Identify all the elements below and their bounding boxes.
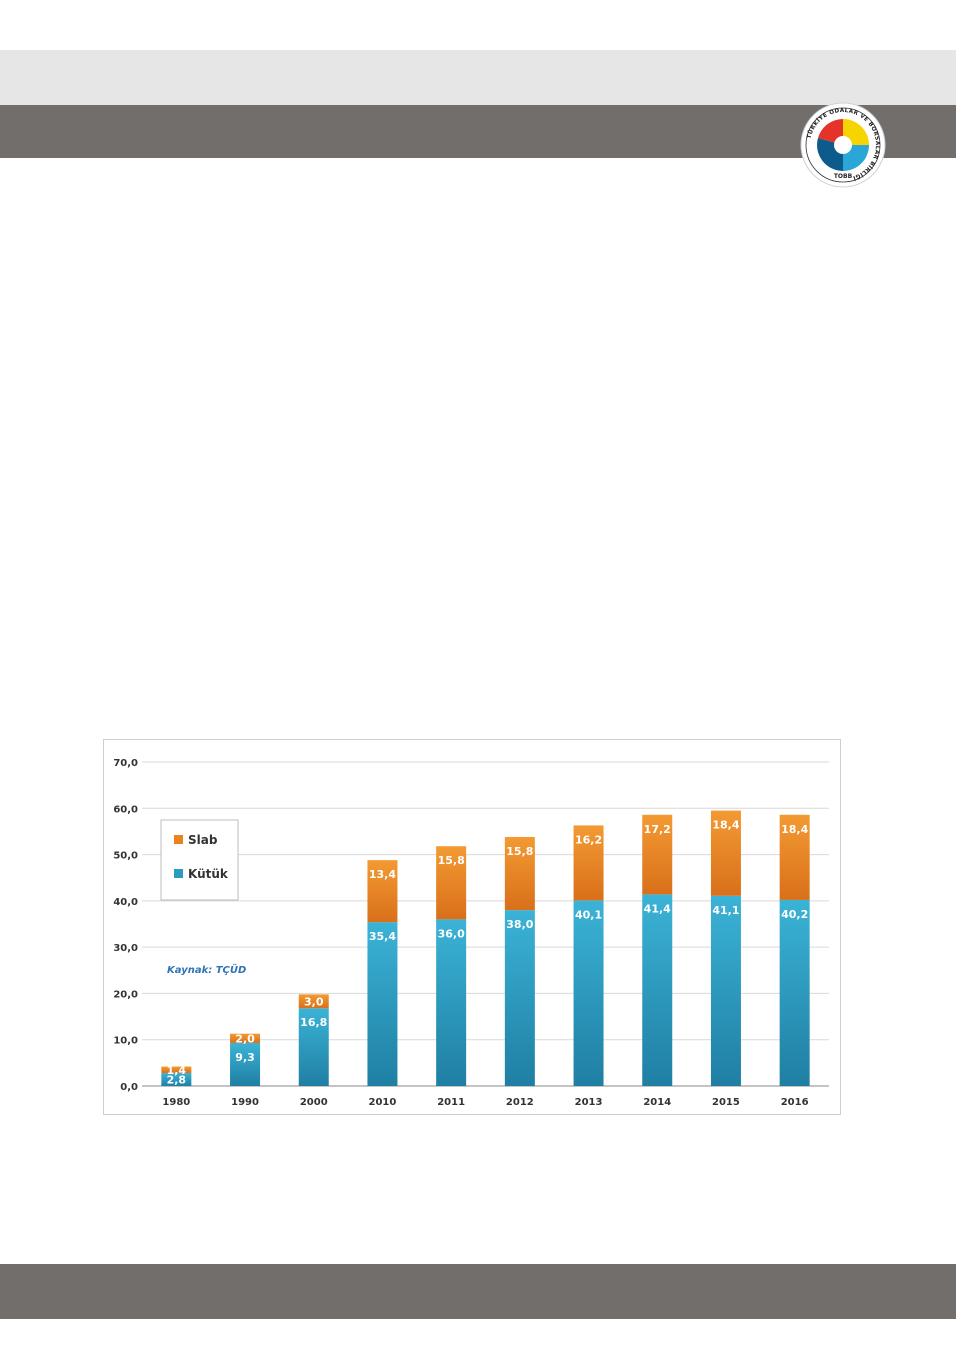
data-label-kutuk: 41,4 (644, 902, 671, 915)
bar-kutuk (367, 922, 398, 1086)
header-band-light (0, 50, 956, 105)
bar-slab (779, 814, 810, 900)
x-tick-label: 1990 (231, 1097, 259, 1108)
y-tick-label: 30,0 (113, 943, 138, 954)
bar-kutuk (573, 900, 604, 1086)
x-tick-label: 2016 (781, 1097, 809, 1108)
source-note: Kaynak: TÇÜD (167, 962, 246, 976)
bar-slab (367, 860, 398, 923)
data-label-slab: 1,4 (167, 1064, 187, 1077)
x-tick-label: 2013 (575, 1097, 603, 1108)
bar-slab (436, 846, 467, 920)
logo-abbr: TOBB (834, 173, 853, 180)
data-label-kutuk: 36,0 (438, 927, 465, 940)
y-tick-label: 0,0 (120, 1082, 138, 1093)
x-tick-label: 2011 (437, 1097, 465, 1108)
legend-box (160, 819, 239, 901)
data-label-kutuk: 2,8 (167, 1074, 187, 1087)
bar-slab (573, 825, 604, 901)
y-tick-label: 20,0 (113, 989, 138, 1000)
data-label-slab: 15,8 (506, 845, 533, 858)
bar-kutuk (436, 919, 467, 1086)
data-label-kutuk: 40,1 (575, 908, 602, 921)
bar-slab (298, 994, 329, 1009)
stacked-bar-chart: 0,0 10,0 20,0 30,0 40,0 50,0 60,0 70,0 2,81,4 9,… (113, 758, 829, 1108)
y-tick-label: 70,0 (113, 758, 138, 769)
bar-slab (642, 814, 673, 895)
tobb-logo: TÜRKİYE ODALAR VE BORSALAR BİRLİĞİ TOBB (800, 102, 886, 188)
data-label-kutuk: 41,1 (712, 904, 739, 917)
data-label-kutuk: 38,0 (506, 918, 533, 931)
data-label-kutuk: 40,2 (781, 908, 808, 921)
x-tick-label: 1980 (162, 1097, 190, 1108)
y-tick-label: 60,0 (113, 804, 138, 815)
bar-kutuk (710, 895, 741, 1086)
bar-slab (504, 836, 535, 911)
y-tick-label: 40,0 (113, 897, 138, 908)
bar-kutuk (642, 894, 673, 1086)
bar-slab (710, 810, 741, 896)
footer-band (0, 1264, 956, 1319)
bar-slab (230, 1033, 261, 1043)
logo-segment (843, 119, 869, 145)
data-label-kutuk: 9,3 (235, 1051, 255, 1064)
bar-kutuk (230, 1042, 261, 1086)
legend-label: Kütük (188, 867, 229, 881)
x-tick-label: 2015 (712, 1097, 740, 1108)
legend-swatch (174, 869, 183, 878)
data-label-kutuk: 16,8 (300, 1016, 327, 1029)
header-band-dark (0, 105, 956, 158)
data-label-slab: 16,2 (575, 833, 602, 846)
data-label-slab: 18,4 (781, 823, 808, 836)
data-label-slab: 17,2 (644, 823, 671, 836)
data-label-slab: 15,8 (438, 854, 465, 867)
data-label-slab: 3,0 (304, 995, 324, 1008)
x-tick-label: 2000 (300, 1097, 328, 1108)
legend-swatch (174, 835, 183, 844)
bar-kutuk (161, 1073, 192, 1086)
x-tick-label: 2010 (369, 1097, 397, 1108)
data-label-slab: 13,4 (369, 868, 396, 881)
bar-kutuk (779, 899, 810, 1086)
bar-kutuk (298, 1008, 329, 1086)
x-tick-label: 2012 (506, 1097, 534, 1108)
data-label-slab: 2,0 (235, 1032, 255, 1045)
logo-segment (818, 119, 843, 145)
bar-kutuk (504, 910, 535, 1086)
x-tick-label: 2014 (643, 1097, 671, 1108)
bar-slab (161, 1066, 192, 1074)
logo-segment (843, 145, 869, 171)
chart-container: 0,0 10,0 20,0 30,0 40,0 50,0 60,0 70,0 2,8 1,4 9,… (103, 739, 841, 1115)
legend-label: Slab (188, 833, 218, 847)
y-tick-label: 10,0 (113, 1036, 138, 1047)
data-label-kutuk: 35,4 (369, 930, 396, 943)
data-label-slab: 18,4 (712, 819, 739, 832)
y-tick-label: 50,0 (113, 851, 138, 862)
